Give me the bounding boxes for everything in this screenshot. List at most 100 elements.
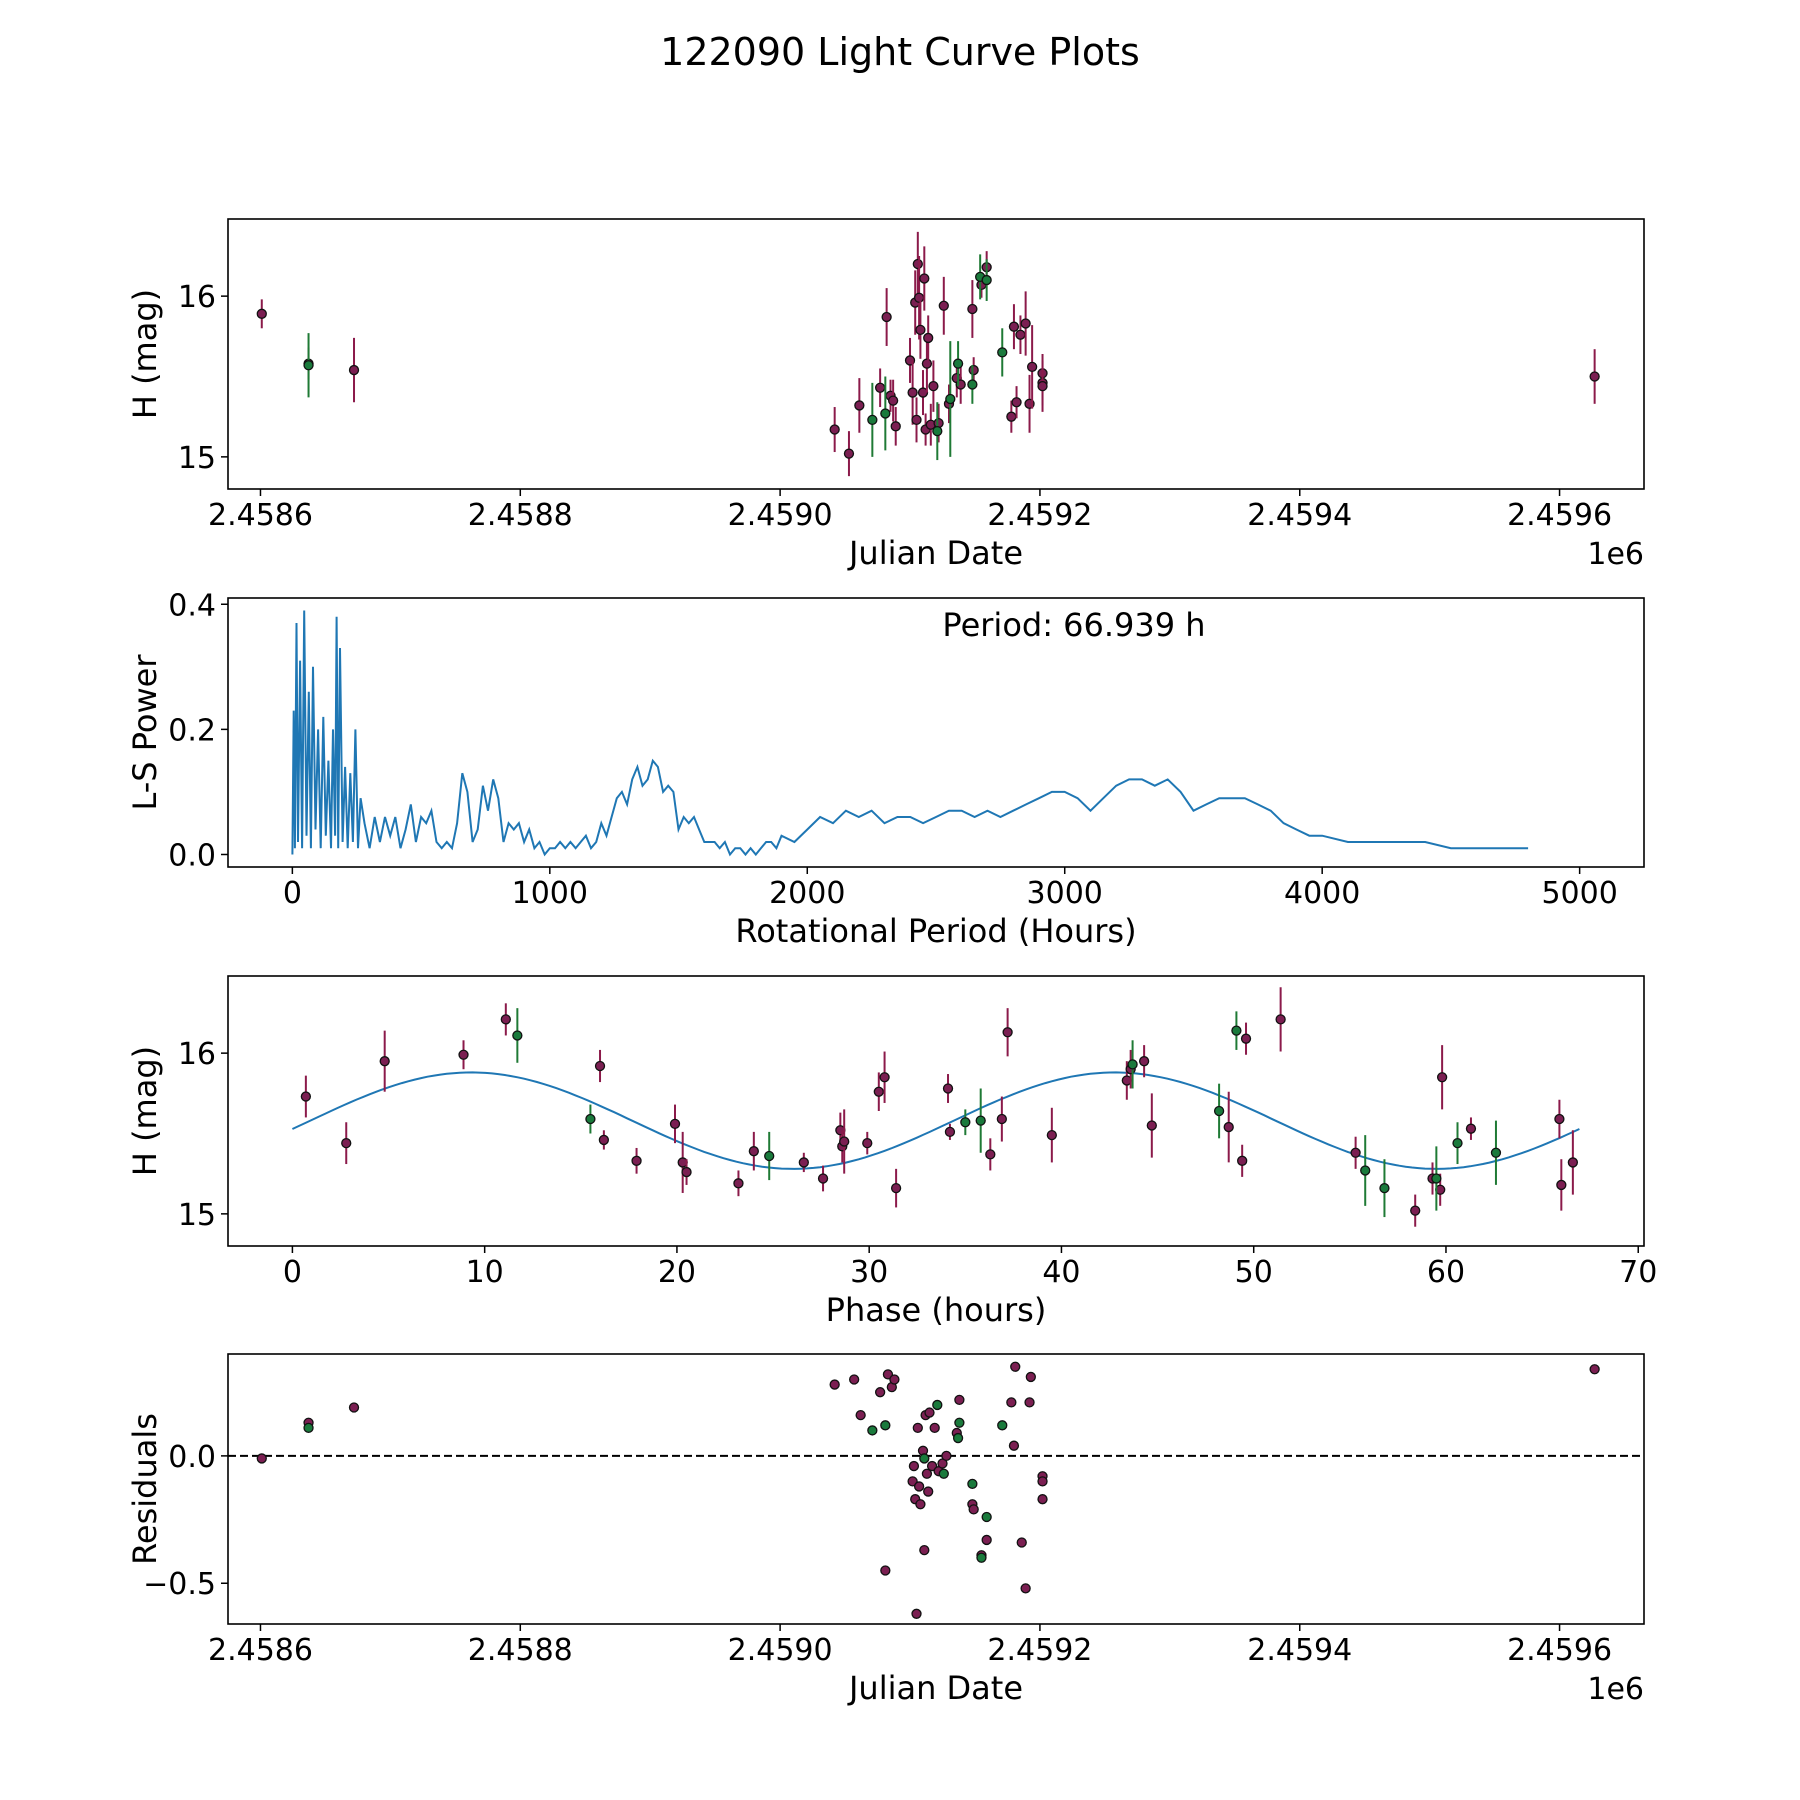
magenta-data-point [681,1166,692,1178]
magenta-data-point [1237,1155,1248,1166]
x-tick-label: 2.4596 [1507,498,1612,533]
green-data-point [1452,1137,1463,1149]
magenta-data-point [967,303,978,315]
x-offset-label: 1e6 [1587,1672,1644,1707]
green-data-point [867,1425,878,1436]
magenta-data-point [1138,1056,1150,1067]
x-tick-label: 40 [1042,1255,1080,1290]
magenta-data-point [944,1126,956,1138]
x-axis-label: Phase (hours) [826,1291,1047,1329]
green-data-point [981,274,992,286]
magenta-data-point [938,300,949,311]
x-axis-label: Rotational Period (Hours) [735,912,1136,950]
magenta-data-point [1020,318,1031,329]
magenta-data-point [1589,371,1600,382]
magenta-data-point [1589,1364,1600,1375]
y-tick-label: 0.0 [168,838,216,873]
green-data-point [1213,1105,1225,1117]
magenta-data-point [912,258,923,270]
magenta-data-point [839,1136,850,1147]
power-spectrum-line [291,610,1529,857]
magenta-data-point [341,1137,352,1149]
magenta-data-point [923,332,934,344]
magenta-data-point [924,1407,935,1418]
x-tick-label: 2.4592 [987,498,1092,533]
green-data-point [880,1420,891,1431]
magenta-data-point [874,1387,886,1398]
green-data-point [1231,1025,1242,1036]
magenta-data-point [912,1422,923,1434]
magenta-data-point [1046,1129,1057,1141]
magenta-data-point [928,380,939,392]
magenta-data-point [1037,1494,1048,1505]
magenta-data-point [348,364,360,376]
green-data-point [1379,1182,1390,1194]
magenta-data-point [921,1468,933,1479]
magenta-data-point [919,1544,930,1556]
magenta-data-point [890,421,901,432]
magenta-data-point [1006,1397,1017,1408]
magenta-data-point [1410,1205,1421,1216]
magenta-data-point [921,358,933,369]
y-tick-label: 0.0 [168,1440,216,1475]
x-tick-label: 5000 [1541,876,1617,911]
magenta-data-point [1146,1120,1157,1131]
green-data-point [512,1030,523,1041]
magenta-data-point [881,311,892,323]
magenta-data-point [1026,361,1038,373]
green-data-point [585,1113,596,1125]
magenta-data-point [849,1374,860,1385]
x-tick-label: 2.4594 [1247,498,1352,533]
x-tick-label: 50 [1235,1255,1273,1290]
y-tick-label: 16 [178,1037,216,1072]
magenta-data-point [1567,1157,1579,1168]
magenta-data-point [379,1056,390,1067]
magenta-data-point [594,1060,606,1072]
x-tick-label: 2.4588 [468,498,573,533]
y-axis-label: Residuals [126,1413,164,1565]
magenta-data-point [913,292,925,303]
magenta-data-point [458,1049,469,1060]
y-tick-label: 15 [178,1198,216,1233]
green-data-point [303,360,314,371]
axes-frame [227,975,1645,1247]
magenta-data-point [913,1481,925,1492]
magenta-data-point [911,414,922,426]
magenta-data-point [256,308,267,319]
x-tick-label: 2.4596 [1507,1633,1612,1668]
magenta-data-point [968,364,979,376]
magenta-data-point [862,1137,873,1149]
green-data-point [967,379,978,390]
axes-frame [227,218,1645,490]
magenta-data-point [929,1422,940,1434]
magenta-data-point [968,1504,979,1515]
magenta-data-point [981,1534,992,1546]
magenta-data-point [854,400,865,411]
green-data-point [975,1115,986,1126]
x-tick-label: 70 [1619,1255,1657,1290]
magenta-data-point [874,382,886,393]
x-tick-label: 60 [1427,1255,1465,1290]
magenta-data-point [908,1460,920,1472]
magenta-data-point [942,1083,954,1094]
magenta-data-point [798,1157,809,1168]
magenta-data-point [1037,1476,1048,1487]
magenta-data-point [911,1608,922,1619]
magenta-data-point [300,1091,312,1102]
magenta-data-point [954,1394,965,1405]
magenta-data-point [1240,1033,1252,1044]
green-data-point [880,408,891,419]
green-data-point [1127,1059,1138,1070]
x-tick-label: 2.4594 [1247,1633,1352,1668]
y-axis-label: H (mag) [126,289,164,419]
magenta-data-point [1275,1014,1286,1025]
magenta-data-point [500,1014,511,1025]
magenta-data-point [923,1486,934,1497]
magenta-data-point [880,1565,891,1576]
green-data-point [981,1511,992,1523]
magenta-data-point [598,1134,610,1146]
magenta-data-point [733,1178,744,1189]
magenta-data-point [669,1118,681,1130]
green-data-point [967,1478,978,1490]
